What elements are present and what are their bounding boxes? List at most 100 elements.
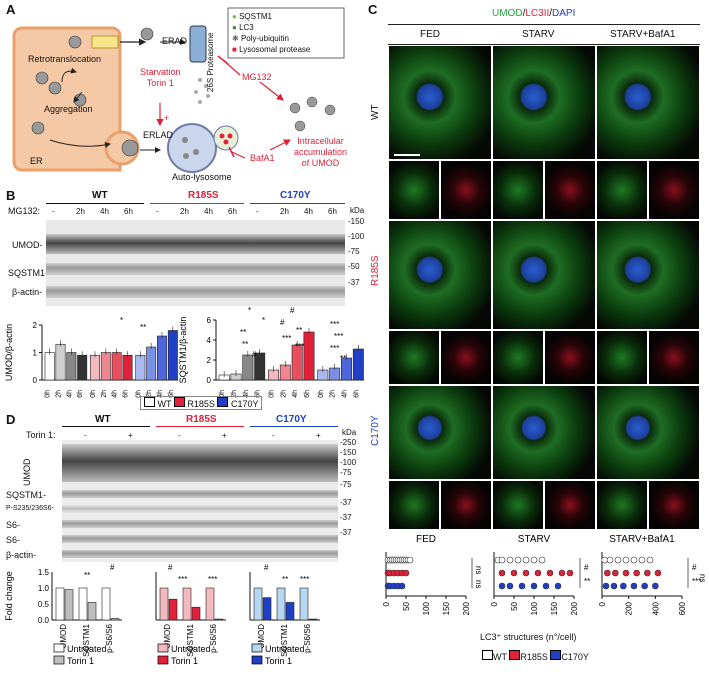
bar (205, 587, 215, 621)
torin-value: - (272, 431, 275, 440)
x-tick-label: 50 (510, 601, 519, 610)
significance-mark: *** (208, 575, 217, 584)
significance-mark: * (120, 316, 123, 325)
umod-channel (492, 480, 544, 530)
data-point (538, 556, 546, 564)
er-label: ER (30, 156, 43, 166)
x-tick-label: 2h (101, 390, 108, 398)
d-group-wt: WT (95, 414, 111, 425)
plus-sign: + (164, 113, 170, 123)
row-c170y: C170Y (370, 415, 381, 446)
x-tick-label: 400 (651, 601, 660, 615)
d-row-ps6: P-S235/236S6- (6, 505, 54, 512)
x-tick-label: UMOD (163, 624, 172, 649)
d-row-sqstm1: SQSTM1- (6, 490, 47, 500)
protein-aggregates (31, 27, 154, 157)
data-point (622, 556, 630, 564)
x-tick-label: 4h (112, 390, 119, 398)
d-group-c170y: C170Y (276, 414, 307, 425)
mg132-row-label: MG132: (8, 206, 41, 216)
group-c170y: C170Y (280, 190, 311, 201)
mg132-time: - (256, 207, 259, 216)
ns-label: ns (474, 580, 483, 588)
significance-mark: *** (334, 332, 343, 341)
panel-d-charts: 0.0 0.5 1.0 1.5 Fold change UMOD SQSTM1 p-S6/S6… (4, 563, 320, 666)
x-tick-label: 100 (422, 601, 431, 615)
mg132-time: - (156, 207, 159, 216)
bafa1-label: BafA1 (250, 153, 275, 163)
data-point (510, 569, 518, 577)
x-tick-label: 6h (168, 390, 175, 398)
data-point (602, 582, 610, 590)
subplot-title: STARV+BafA1 (609, 534, 675, 545)
x-tick-label: 0 (598, 601, 607, 606)
erlad-label: ERLAD (143, 130, 174, 140)
data-point (622, 569, 630, 577)
kda-label-b: kDa (350, 206, 365, 215)
aggregation-label: Aggregation (44, 104, 93, 114)
bar (90, 354, 100, 381)
bar (111, 352, 122, 381)
data-point (566, 569, 574, 577)
lc3-channel (648, 330, 700, 385)
legend-item: ● LC3 (232, 23, 254, 32)
bar (168, 598, 178, 621)
significance-mark: # (110, 563, 115, 572)
d-row-umod: UMOD (22, 458, 32, 487)
blot-d (62, 440, 338, 562)
bar (303, 331, 315, 381)
significance-mark: # (264, 563, 269, 572)
x-tick-label: 150 (442, 601, 451, 615)
bar (182, 587, 192, 621)
y-tick-label: 6 (207, 316, 212, 325)
d-row-s6a: S6- (6, 520, 21, 530)
lc3-channel (544, 330, 596, 385)
lc3-icon: ● (232, 23, 237, 32)
micrograph (388, 45, 492, 160)
legend-torin: Torin 1 (67, 656, 94, 666)
y-tick-label: 1.0 (38, 584, 50, 593)
significance-mark: # (290, 306, 295, 315)
x-tick-label: 6h (123, 390, 130, 398)
data-point (612, 569, 619, 577)
y-tick-label: 2 (207, 356, 212, 365)
x-tick-label: 0h (45, 390, 52, 398)
subplot-title: FED (416, 534, 436, 545)
significance-mark: ** (84, 571, 90, 580)
data-point (630, 556, 638, 564)
significance-mark: *** (178, 575, 187, 584)
data-point (644, 569, 651, 577)
erad-label: ERAD (162, 36, 188, 46)
significance-mark: *** (300, 575, 309, 584)
mg132-time: 4h (304, 207, 313, 216)
group-wt: WT (92, 190, 108, 201)
autolysosome-label: Auto-lysosome (172, 172, 232, 182)
y-tick-label: 1 (33, 349, 38, 358)
data-point (406, 556, 414, 564)
x-tick-label: SQSTM1 (82, 623, 91, 656)
data-point (654, 569, 662, 577)
legend-swatch-untreated (53, 643, 65, 653)
subplot-title: STARV (518, 534, 551, 545)
legend-swatch-c170y (217, 397, 229, 407)
x-tick-label: 200 (570, 601, 579, 615)
significance-mark: # (692, 563, 697, 572)
significance-mark: # (584, 563, 589, 572)
legend-torin: Torin 1 (265, 656, 292, 666)
x-tick-label: UMOD (257, 624, 266, 649)
data-point (646, 556, 654, 564)
bar (100, 352, 111, 381)
row-wt: WT (370, 104, 381, 120)
bar (167, 330, 178, 381)
x-tick-label: 4h (66, 390, 73, 398)
x-tick-label: 2h (56, 390, 63, 398)
ns-label: ns (474, 566, 483, 574)
bar (64, 589, 74, 621)
torin-value: + (316, 431, 321, 440)
bar (157, 335, 167, 381)
starvation-label: Starvation Torin 1 (140, 67, 181, 88)
lc3-channel (440, 160, 492, 220)
translocon (91, 35, 119, 49)
data-point (554, 582, 562, 590)
